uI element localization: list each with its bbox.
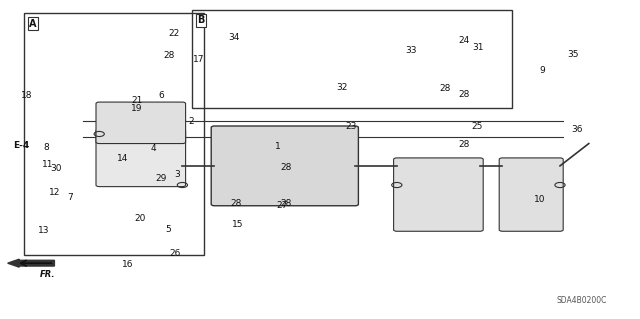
Text: 2: 2 — [189, 117, 195, 126]
Text: 10: 10 — [534, 195, 546, 204]
Text: 28: 28 — [458, 140, 470, 149]
Bar — [192, 10, 512, 108]
Text: 28: 28 — [280, 199, 292, 208]
Bar — [24, 13, 204, 255]
Text: 17: 17 — [193, 56, 205, 64]
FancyBboxPatch shape — [211, 126, 358, 206]
Text: 19: 19 — [131, 104, 142, 113]
Text: 16: 16 — [122, 260, 133, 269]
FancyBboxPatch shape — [96, 129, 186, 187]
Text: 8: 8 — [44, 143, 49, 152]
Text: 11: 11 — [42, 160, 54, 169]
Text: 15: 15 — [232, 220, 243, 229]
Text: 3: 3 — [174, 170, 180, 179]
Text: 36: 36 — [571, 125, 582, 134]
Text: B: B — [197, 15, 205, 25]
Text: 23: 23 — [346, 122, 357, 130]
Text: SDA4B0200C: SDA4B0200C — [557, 296, 607, 305]
Text: 28: 28 — [280, 163, 292, 172]
Text: 31: 31 — [472, 43, 484, 52]
Text: 13: 13 — [38, 226, 50, 235]
Text: 25: 25 — [472, 122, 483, 131]
Text: 5: 5 — [165, 225, 171, 234]
Text: 22: 22 — [168, 29, 180, 38]
Text: 35: 35 — [568, 50, 579, 59]
Text: FR.: FR. — [40, 270, 56, 278]
Text: A: A — [29, 19, 37, 28]
FancyBboxPatch shape — [96, 102, 186, 144]
Text: 27: 27 — [276, 201, 288, 210]
Text: 4: 4 — [150, 144, 156, 153]
Text: 14: 14 — [116, 154, 128, 163]
Text: 32: 32 — [337, 83, 348, 92]
Text: 33: 33 — [406, 46, 417, 55]
Text: 28: 28 — [439, 84, 451, 93]
Text: 18: 18 — [21, 91, 33, 100]
Text: 30: 30 — [50, 164, 61, 173]
Text: 20: 20 — [134, 214, 146, 223]
Text: 7: 7 — [67, 193, 73, 202]
Text: 12: 12 — [49, 188, 60, 197]
Text: 26: 26 — [170, 249, 181, 258]
FancyArrow shape — [8, 259, 54, 267]
FancyBboxPatch shape — [394, 158, 483, 231]
Text: 28: 28 — [458, 90, 470, 99]
Text: 21: 21 — [132, 96, 143, 105]
FancyBboxPatch shape — [499, 158, 563, 231]
Text: 28: 28 — [230, 199, 242, 208]
Text: E-4: E-4 — [13, 141, 29, 150]
Text: 24: 24 — [458, 36, 470, 45]
Text: 1: 1 — [275, 142, 281, 151]
Text: 29: 29 — [155, 174, 166, 182]
Text: 9: 9 — [540, 66, 545, 75]
Text: 6: 6 — [159, 91, 164, 100]
Text: 34: 34 — [228, 33, 239, 42]
Text: 28: 28 — [164, 51, 175, 60]
